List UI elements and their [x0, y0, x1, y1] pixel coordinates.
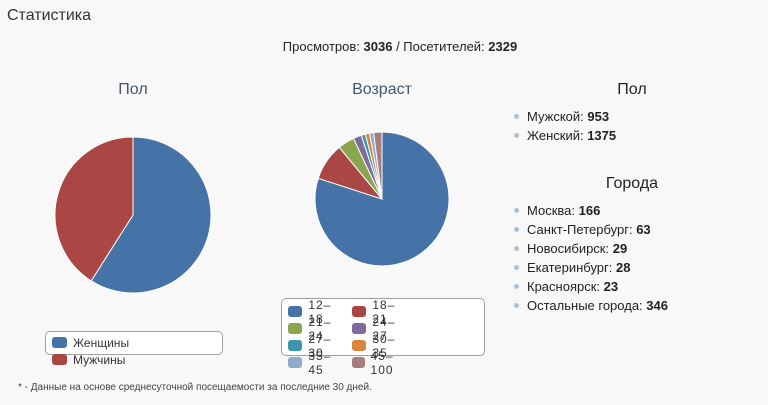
legend-label: 18–21 — [372, 297, 396, 326]
legend-label: 12–18 — [308, 297, 332, 326]
legend-swatch — [288, 357, 303, 368]
legend-item: 30–35 — [352, 332, 409, 360]
legend-item: Мужчины — [52, 351, 125, 368]
item-label: Санкт-Петербург: — [527, 222, 633, 237]
item-value: 29 — [612, 241, 628, 256]
item-label: Остальные города: — [527, 298, 643, 313]
legend-label: 30–35 — [372, 331, 396, 360]
legend-swatch — [352, 323, 367, 334]
gender-panel: Пол Мужской: 953 Женский: 1375 — [512, 81, 752, 145]
list-item: Красноярск: 23 — [512, 277, 752, 296]
legend-swatch — [288, 306, 303, 317]
item-value: 346 — [646, 298, 668, 313]
footnote: * - Данные на основе среднесуточной посе… — [18, 382, 372, 393]
legend-swatch — [352, 340, 367, 351]
legend-label: 24–27 — [372, 314, 396, 343]
list-item: Москва: 166 — [512, 201, 752, 220]
legend-swatch — [288, 340, 303, 351]
pie-slice — [90, 136, 212, 294]
item-value: 23 — [603, 279, 619, 294]
separator: / Посетителей: — [396, 39, 485, 54]
list-item: Новосибирск: 29 — [512, 239, 752, 258]
item-value: 1375 — [587, 128, 617, 143]
legend-label: Женщины — [73, 335, 130, 350]
legend-label: Мужчины — [73, 352, 126, 367]
cities-panel: Города Москва: 166 Санкт-Петербург: 63 Нов… — [512, 175, 752, 315]
legend-item: 12–18 — [288, 298, 345, 326]
item-label: Мужской: — [527, 109, 584, 124]
views-label: Просмотров: — [282, 39, 360, 54]
legend-swatch — [288, 323, 303, 334]
pie-slice — [314, 131, 450, 267]
legend-swatch — [352, 357, 365, 368]
legend: 12–18 18–21 21–24 24–27 27–30 30–35 35–45 45–10… — [281, 298, 485, 377]
legend-swatch — [52, 337, 67, 348]
list-item: Мужской: 953 — [512, 107, 752, 126]
item-value: 63 — [636, 222, 651, 237]
legend-item: 45–100 — [352, 349, 409, 377]
pie-slice — [54, 136, 134, 282]
pie-title: Возраст — [352, 81, 412, 98]
item-value: 28 — [616, 260, 631, 275]
pie-slice — [373, 131, 383, 200]
legend-label: 27–30 — [308, 331, 332, 360]
legend-item: 24–27 — [352, 315, 409, 343]
legend-item: Женщины — [52, 334, 129, 351]
pie-title: Пол — [118, 81, 148, 98]
item-value: 953 — [587, 109, 610, 124]
legend-label: 45–100 — [370, 348, 394, 377]
legend-item: 27–30 — [288, 332, 345, 360]
list-item: Санкт-Петербург: 63 — [512, 220, 752, 239]
pie-chart — [54, 136, 212, 294]
list-item: Женский: 1375 — [512, 126, 752, 145]
panel-title: Города — [605, 175, 659, 192]
pie-chart — [314, 131, 450, 267]
item-value: 166 — [578, 203, 601, 218]
legend-swatch — [52, 354, 67, 365]
legend-item: 21–24 — [288, 315, 345, 343]
legend: Женщины Мужчины — [45, 331, 223, 367]
item-label: Новосибирск: — [527, 241, 610, 256]
summary: Просмотров: 3036 / Посетителей: 2329 — [0, 39, 768, 54]
list-item: Остальные города: 346 — [512, 296, 752, 315]
item-label: Женский: — [527, 128, 584, 143]
visitors: 2329 — [488, 39, 518, 54]
legend-item: 18–21 — [352, 298, 409, 326]
item-label: Москва: — [527, 203, 575, 218]
legend-swatch — [352, 306, 367, 317]
item-label: Екатеринбург: — [527, 260, 613, 275]
views: 3036 — [363, 39, 393, 54]
item-label: Красноярск: — [527, 279, 601, 294]
list: Мужской: 953 Женский: 1375 — [512, 107, 752, 145]
panel-title: Пол — [617, 81, 647, 98]
legend-label: 35–45 — [308, 348, 332, 377]
list-item: Екатеринбург: 28 — [512, 258, 752, 277]
legend-label: 21–24 — [308, 314, 332, 343]
legend-item: 35–45 — [288, 349, 345, 377]
list: Москва: 166 Санкт-Петербург: 63 Новосибирс… — [512, 201, 752, 315]
title: Статистика — [7, 7, 92, 24]
